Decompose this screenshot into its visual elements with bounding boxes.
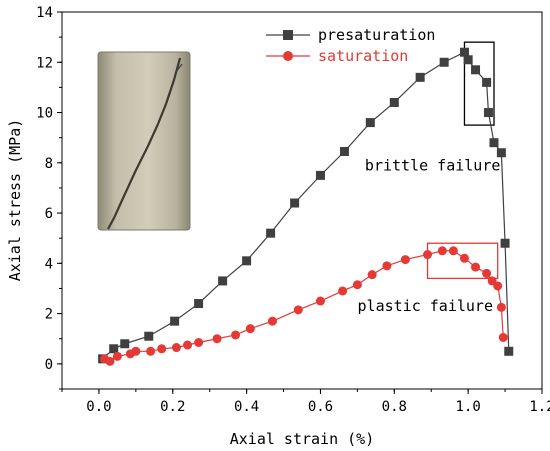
- saturation-point: [338, 286, 348, 296]
- saturation-point: [194, 338, 204, 348]
- x-axis-title: Axial strain (%): [230, 430, 375, 448]
- saturation-point: [352, 280, 362, 290]
- presaturation-point: [365, 118, 375, 128]
- presaturation-point: [109, 344, 119, 354]
- presaturation-point: [315, 170, 325, 180]
- presaturation-point: [389, 97, 399, 107]
- saturation-point: [112, 351, 122, 361]
- x-tick-label: 0.8: [382, 399, 407, 415]
- x-tick-label: 0.0: [86, 399, 111, 415]
- saturation-point: [471, 262, 481, 272]
- saturation-point: [459, 253, 469, 263]
- saturation-point: [367, 270, 377, 280]
- y-tick-label: 4: [45, 256, 53, 272]
- presaturation-point: [415, 72, 425, 82]
- presaturation-point: [463, 55, 473, 65]
- saturation-point: [382, 261, 392, 271]
- presaturation-point: [459, 47, 469, 57]
- y-axis: 0 2 4 6 8 10 12 14: [36, 5, 62, 390]
- plot-area: [61, 11, 543, 390]
- presaturation-point: [144, 331, 154, 341]
- y-tick-label: 6: [45, 206, 53, 222]
- x-axis: 0.0 0.2 0.4 0.6 0.8 1.0 1.2: [61, 389, 550, 415]
- presaturation-point: [290, 198, 300, 208]
- presaturation-point: [266, 228, 276, 238]
- y-tick-label: 14: [36, 5, 53, 21]
- saturation-point: [496, 302, 506, 312]
- presaturation-point: [483, 108, 493, 118]
- saturation-point: [131, 346, 141, 356]
- highlight-boxes: [426, 41, 499, 280]
- saturation-point: [400, 255, 410, 265]
- series-presaturation: [98, 47, 514, 364]
- y-tick-label: 0: [45, 357, 53, 373]
- saturation-point: [157, 344, 167, 354]
- saturation-point: [315, 296, 325, 306]
- specimen-photo: [97, 51, 191, 231]
- saturation-point: [437, 246, 447, 256]
- legend-circle-marker: [283, 51, 293, 61]
- saturation-point: [245, 324, 255, 334]
- saturation-point: [105, 356, 115, 366]
- saturation-point: [183, 340, 193, 350]
- presaturation-point: [339, 146, 349, 156]
- legend: presaturation saturation: [266, 26, 435, 65]
- y-tick-label: 12: [36, 55, 53, 71]
- saturation-point: [482, 268, 492, 278]
- saturation-point: [231, 330, 241, 340]
- presaturation-point: [242, 256, 252, 266]
- saturation-point: [493, 281, 503, 291]
- presaturation-point: [471, 65, 481, 75]
- presaturation-point: [194, 299, 204, 309]
- presaturation-point: [482, 77, 492, 87]
- saturation-point: [448, 246, 458, 256]
- y-axis-title: Axial stress (MPa): [6, 119, 24, 282]
- saturation-point: [423, 250, 433, 260]
- x-tick-label: 1.0: [456, 399, 481, 415]
- presaturation-point: [170, 316, 180, 326]
- plastic-failure-label: plastic failure: [358, 297, 493, 315]
- y-tick-label: 2: [45, 307, 53, 323]
- presaturation-point: [439, 57, 449, 67]
- brittle-failure-box: [463, 41, 495, 126]
- y-tick-label: 10: [36, 106, 53, 122]
- saturation-point: [146, 346, 156, 356]
- presaturation-point: [489, 138, 499, 148]
- x-tick-label: 0.6: [308, 399, 333, 415]
- x-tick-label: 0.4: [234, 399, 259, 415]
- saturation-point: [212, 334, 222, 344]
- series-layer: [98, 47, 514, 366]
- legend-label-presaturation: presaturation: [318, 26, 435, 44]
- presaturation-point: [500, 238, 510, 248]
- legend-item-saturation: saturation: [266, 47, 408, 65]
- presaturation-point: [218, 276, 228, 286]
- legend-label-saturation: saturation: [318, 47, 408, 65]
- saturation-point: [498, 332, 508, 342]
- legend-square-marker: [283, 30, 293, 40]
- series-saturation: [99, 246, 508, 366]
- presaturation-point: [120, 339, 130, 349]
- presaturation-point: [496, 148, 506, 158]
- legend-item-presaturation: presaturation: [266, 26, 435, 44]
- saturation-point: [293, 305, 303, 315]
- x-tick-label: 1.2: [529, 399, 550, 415]
- saturation-point: [267, 316, 277, 326]
- x-tick-label: 0.2: [160, 399, 185, 415]
- saturation-point: [171, 343, 181, 353]
- y-tick-label: 8: [45, 156, 53, 172]
- crack-line: [107, 57, 182, 230]
- plastic-failure-box: [426, 242, 499, 280]
- brittle-failure-label: brittle failure: [365, 156, 500, 174]
- presaturation-point: [504, 346, 514, 356]
